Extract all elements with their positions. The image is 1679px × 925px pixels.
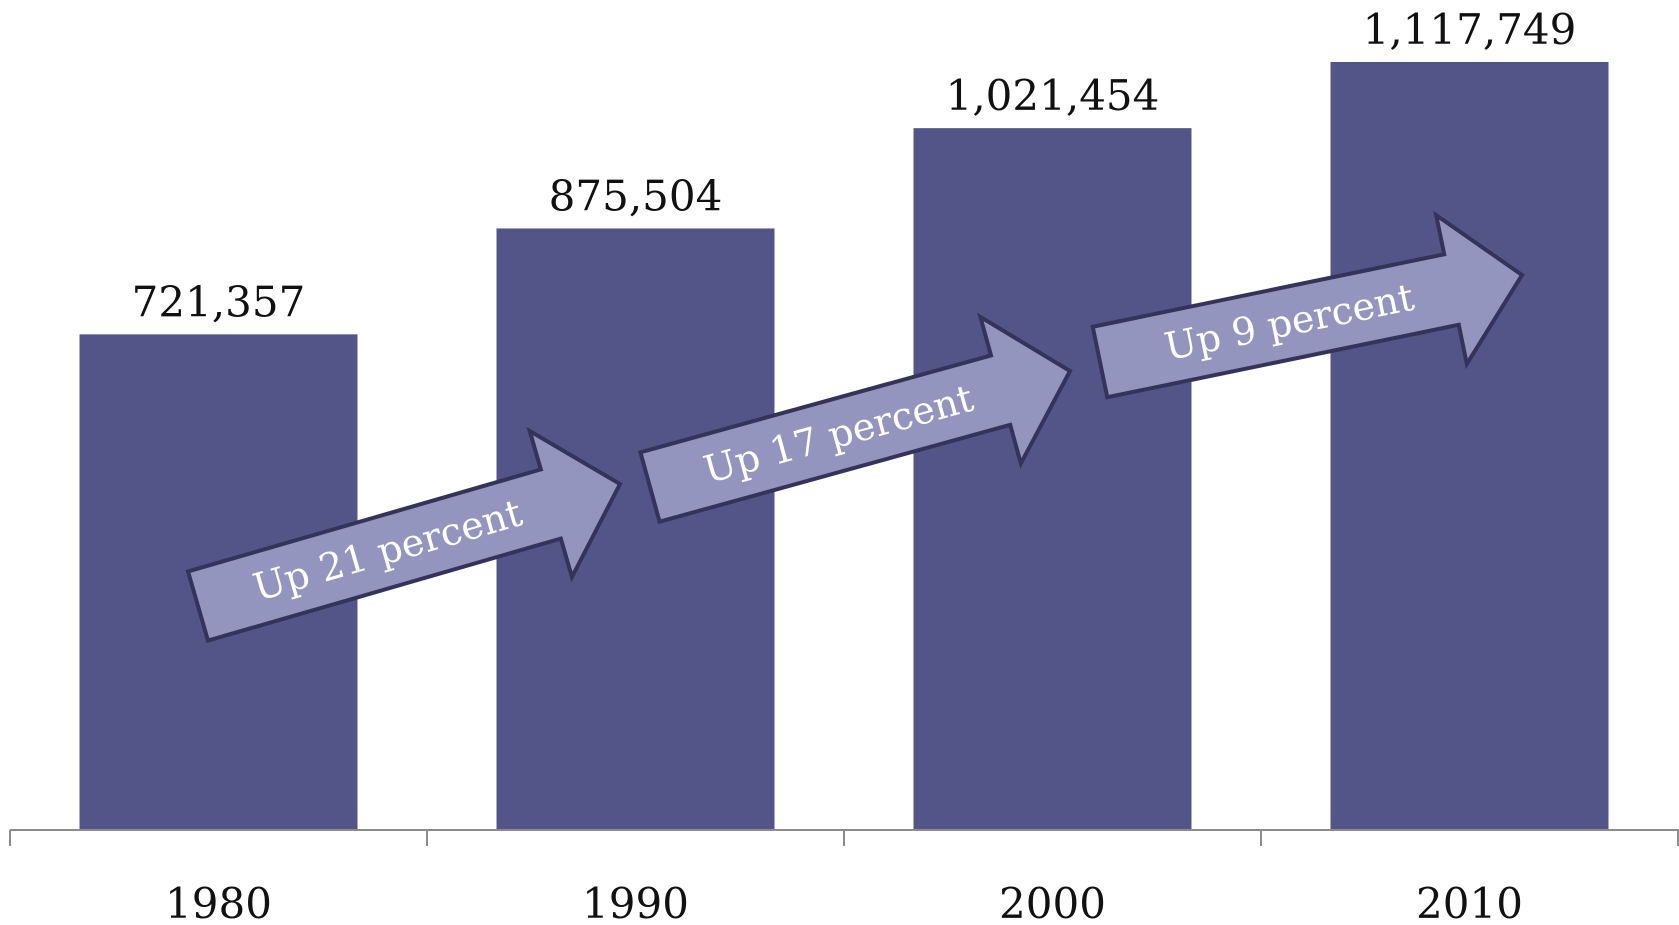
value-labels-group: 721,357 875,504 1,021,454 1,117,749 — [132, 5, 1577, 326]
bar-2010 — [1330, 62, 1609, 830]
value-label-1990: 875,504 — [549, 171, 723, 220]
value-label-1980: 721,357 — [132, 277, 306, 326]
value-label-2010: 1,117,749 — [1363, 5, 1577, 54]
bars-group — [79, 62, 1609, 831]
x-axis — [9, 829, 1679, 846]
arrow-shape — [185, 426, 623, 644]
tick-labels-group: 1980 1990 2000 2010 — [165, 879, 1523, 925]
x-tick-label-2010: 2010 — [1416, 879, 1523, 925]
x-tick-label-1990: 1990 — [582, 879, 689, 925]
arrow-shape — [637, 312, 1073, 525]
x-tick-label-1980: 1980 — [165, 879, 272, 925]
value-label-2000: 1,021,454 — [946, 71, 1160, 120]
x-tick-label-2000: 2000 — [999, 879, 1106, 925]
bar-2000 — [913, 128, 1192, 831]
arrow-shape — [1090, 210, 1525, 400]
